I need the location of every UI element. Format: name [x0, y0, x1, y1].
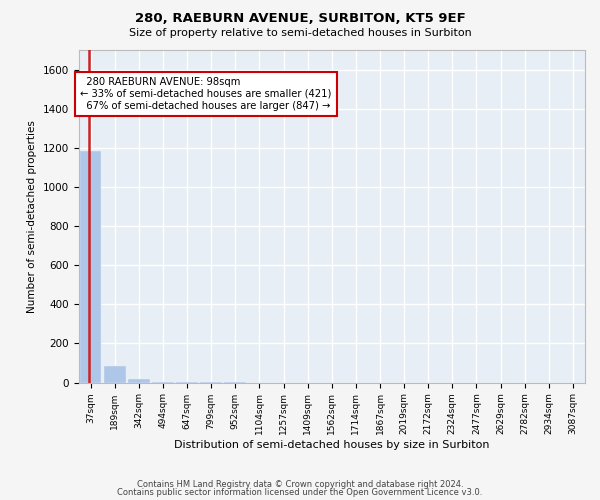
Text: Size of property relative to semi-detached houses in Surbiton: Size of property relative to semi-detach…	[128, 28, 472, 38]
Text: Contains public sector information licensed under the Open Government Licence v3: Contains public sector information licen…	[118, 488, 482, 497]
Bar	[80, 151, 101, 382]
Text: 280, RAEBURN AVENUE, SURBITON, KT5 9EF: 280, RAEBURN AVENUE, SURBITON, KT5 9EF	[134, 12, 466, 26]
Y-axis label: Number of semi-detached properties: Number of semi-detached properties	[27, 120, 37, 312]
Text: Contains HM Land Registry data © Crown copyright and database right 2024.: Contains HM Land Registry data © Crown c…	[137, 480, 463, 489]
Bar	[104, 366, 125, 382]
Bar	[128, 379, 149, 382]
Text: 280 RAEBURN AVENUE: 98sqm
← 33% of semi-detached houses are smaller (421)
  67% : 280 RAEBURN AVENUE: 98sqm ← 33% of semi-…	[80, 78, 332, 110]
X-axis label: Distribution of semi-detached houses by size in Surbiton: Distribution of semi-detached houses by …	[174, 440, 490, 450]
